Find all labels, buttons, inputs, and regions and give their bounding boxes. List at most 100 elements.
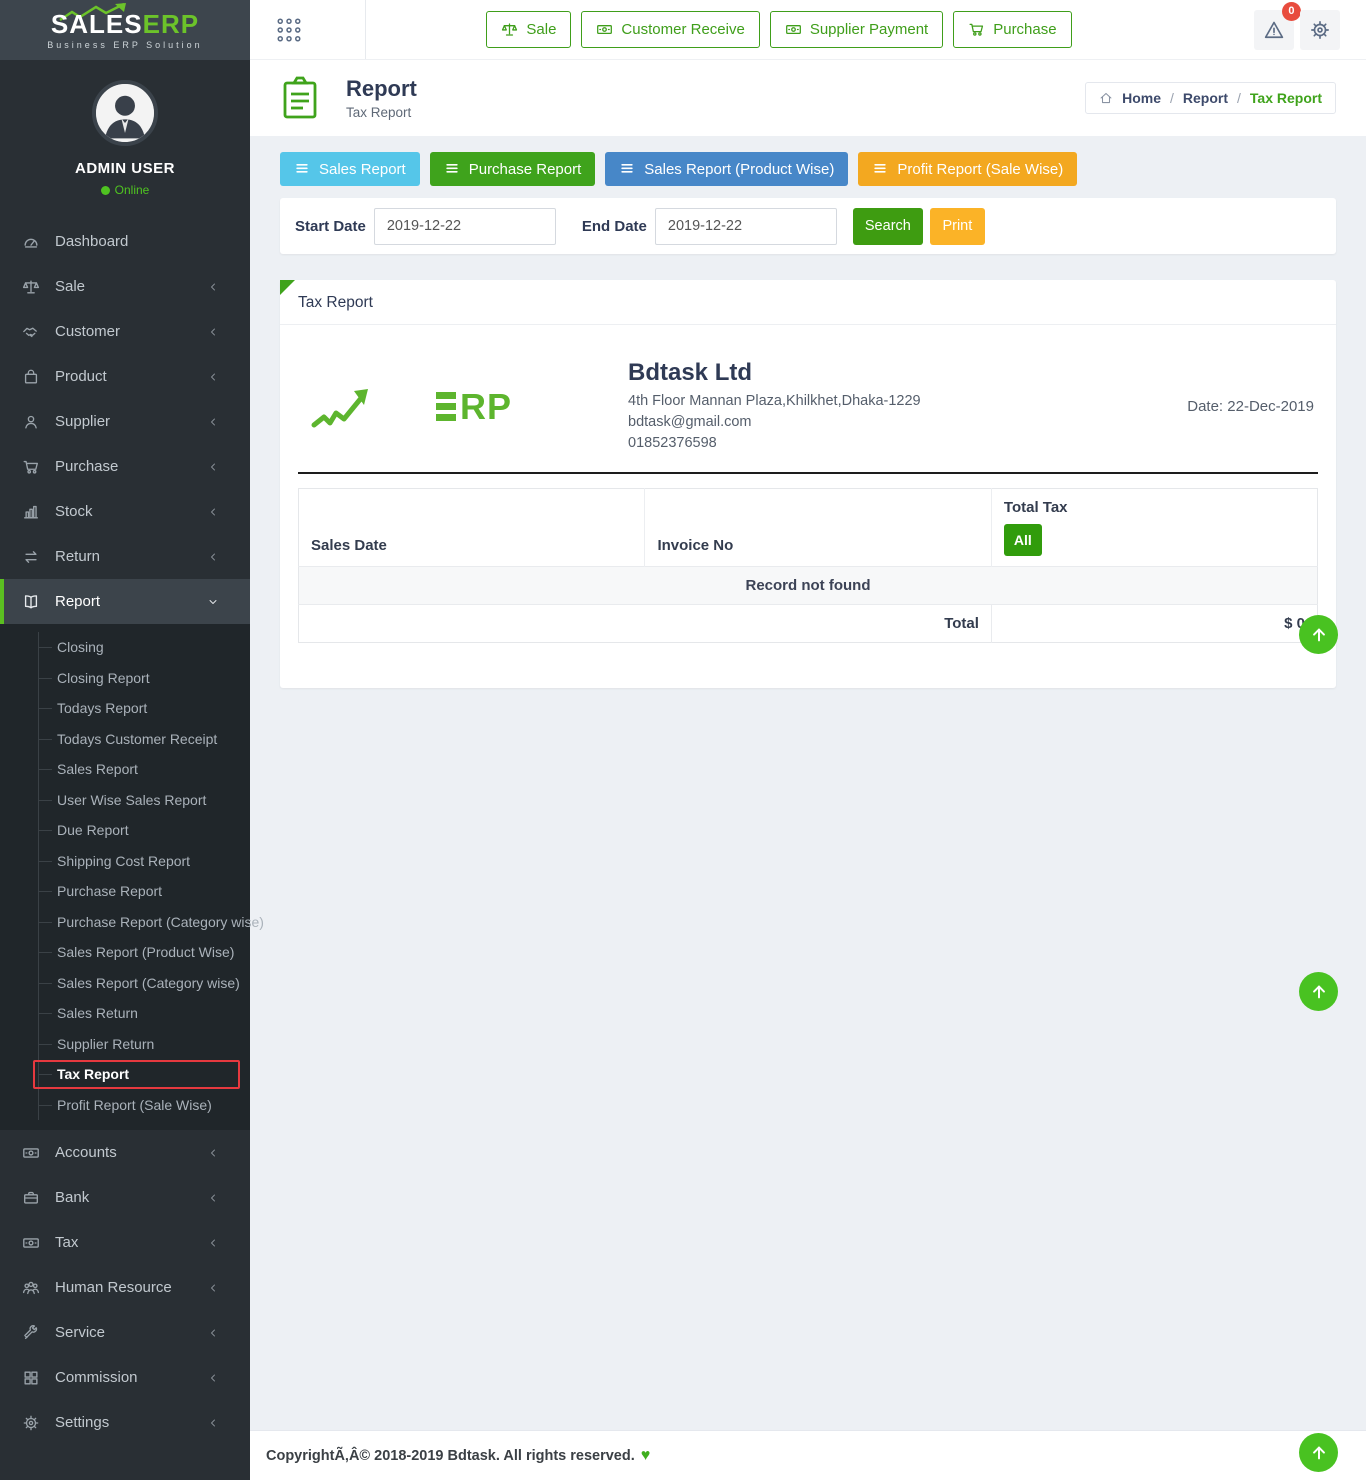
page-header: Report Tax Report Home / Report / Tax Report xyxy=(250,60,1366,136)
company-logo: RP xyxy=(298,381,628,433)
money-icon xyxy=(22,1144,40,1162)
chevron-left-icon xyxy=(207,1237,219,1249)
chevron-left-icon xyxy=(207,506,219,518)
sidebar-item-accounts[interactable]: Accounts xyxy=(0,1130,250,1175)
submenu-item-sales-report[interactable]: Sales Report xyxy=(39,754,250,785)
submenu-item-sales-report-category-wise[interactable]: Sales Report (Category wise) xyxy=(39,968,250,999)
tools-icon xyxy=(22,1324,40,1342)
chevron-left-icon xyxy=(207,461,219,473)
total-tax-all-button[interactable]: All xyxy=(1003,524,1042,557)
breadcrumb-tax-report[interactable]: Tax Report xyxy=(1249,90,1322,106)
submenu-item-profit-report-sale-wise[interactable]: Profit Report (Sale Wise) xyxy=(39,1090,250,1121)
panel-body: RP Bdtask Ltd 4th Floor Mannan Plaza,Khi… xyxy=(280,325,1336,644)
end-date-label: End Date xyxy=(581,217,647,235)
sidebar-item-settings[interactable]: Settings xyxy=(0,1400,250,1445)
submenu-item-closing[interactable]: Closing xyxy=(39,632,250,663)
scroll-top-button[interactable] xyxy=(1299,1433,1338,1472)
breadcrumb-home[interactable]: Home xyxy=(1122,90,1161,106)
sidebar-item-customer[interactable]: Customer xyxy=(0,309,250,354)
company-info: Bdtask Ltd 4th Floor Mannan Plaza,Khilkh… xyxy=(628,359,1098,454)
tab-sales-report[interactable]: Sales Report xyxy=(280,152,420,186)
avatar[interactable] xyxy=(92,80,158,146)
submenu-item-sales-report-product-wise[interactable]: Sales Report (Product Wise) xyxy=(39,937,250,968)
tab-sales-report-product-wise[interactable]: Sales Report (Product Wise) xyxy=(605,152,849,186)
breadcrumb: Home / Report / Tax Report xyxy=(1085,82,1336,114)
submenu-item-todays-customer-receipt[interactable]: Todays Customer Receipt xyxy=(39,724,250,755)
bag-icon xyxy=(22,368,40,386)
scale-icon xyxy=(501,21,518,38)
sidebar-item-human-resource[interactable]: Human Resource xyxy=(0,1265,250,1310)
topnav-supplier-payment-button[interactable]: Supplier Payment xyxy=(769,11,944,48)
report-date: Date: 22-Dec-2019 xyxy=(1187,398,1314,416)
submenu-item-purchase-report[interactable]: Purchase Report xyxy=(39,876,250,907)
user-status: Online xyxy=(0,183,250,197)
chevron-left-icon xyxy=(207,1372,219,1384)
start-date-input[interactable] xyxy=(373,207,556,245)
sidebar-item-return[interactable]: Return xyxy=(0,534,250,579)
apps-menu-button[interactable] xyxy=(274,15,304,45)
company-address: 4th Floor Mannan Plaza,Khilkhet,Dhaka-12… xyxy=(628,393,921,409)
sidebar-item-dashboard[interactable]: Dashboard xyxy=(0,219,250,264)
scale-icon xyxy=(22,278,40,296)
topnav-purchase-button[interactable]: Purchase xyxy=(953,11,1072,48)
topnav-customer-receive-button[interactable]: Customer Receive xyxy=(581,11,760,48)
sidebar-item-report[interactable]: Report xyxy=(0,579,250,624)
submenu-item-tax-report[interactable]: Tax Report xyxy=(33,1059,250,1090)
tax-report-panel: Tax Report RP Bdtask Ltd xyxy=(280,280,1336,689)
sidebar: SALESERP Business ERP Solution ADMIN USE… xyxy=(0,0,264,1480)
chevron-left-icon xyxy=(207,1147,219,1159)
logo-text: SALESERP xyxy=(50,8,200,39)
sidebar-item-product[interactable]: Product xyxy=(0,354,250,399)
user-profile: ADMIN USER Online xyxy=(0,60,250,219)
report-clipboard-icon xyxy=(280,75,320,121)
sidebar-item-tax[interactable]: Tax xyxy=(0,1220,250,1265)
company-email: bdtask@gmail.com xyxy=(628,414,752,431)
table-header-row: Sales Date Invoice No Total Tax All xyxy=(298,488,1318,567)
end-date-input[interactable] xyxy=(654,207,837,245)
submenu-item-sales-return[interactable]: Sales Return xyxy=(39,998,250,1029)
sidebar-item-sale[interactable]: Sale xyxy=(0,264,250,309)
chevron-left-icon xyxy=(207,281,219,293)
submenu-item-todays-report[interactable]: Todays Report xyxy=(39,693,250,724)
gear-icon xyxy=(22,1414,40,1432)
submenu-item-purchase-report-category-wise[interactable]: Purchase Report (Category wise) xyxy=(39,907,264,938)
scroll-top-button[interactable] xyxy=(1299,972,1338,1011)
book-icon xyxy=(22,593,40,611)
chevron-left-icon xyxy=(207,551,219,563)
report-submenu: Closing Closing Report Todays Report Todays… xyxy=(0,624,264,1130)
sidebar-item-service[interactable]: Service xyxy=(0,1310,250,1355)
settings-button[interactable] xyxy=(1299,9,1340,50)
arrow-up-icon xyxy=(1312,985,1325,998)
print-button[interactable]: Print xyxy=(929,207,985,245)
online-dot-icon xyxy=(100,186,110,196)
submenu-item-shipping-cost-report[interactable]: Shipping Cost Report xyxy=(39,846,250,877)
cart-icon xyxy=(22,458,40,476)
scroll-top-button[interactable] xyxy=(1299,615,1338,654)
app-logo[interactable]: SALESERP Business ERP Solution xyxy=(0,0,250,60)
breadcrumb-report[interactable]: Report xyxy=(1182,90,1229,106)
panel-title: Tax Report xyxy=(280,280,1336,325)
erp-logo: RP xyxy=(436,388,512,425)
sidebar-item-stock[interactable]: Stock xyxy=(0,489,250,534)
footer: CopyrightÃ‚Â© 2018-2019 Bdtask. All righ… xyxy=(250,1430,1366,1480)
submenu-item-user-wise-sales-report[interactable]: User Wise Sales Report xyxy=(39,785,250,816)
sidebar-menu: Dashboard Sale Customer Product Supplier Purc… xyxy=(0,219,264,1445)
col-invoice-no: Invoice No xyxy=(644,488,992,567)
search-button[interactable]: Search xyxy=(852,207,923,245)
tab-purchase-report[interactable]: Purchase Report xyxy=(429,152,596,186)
alerts-button[interactable]: 0 xyxy=(1253,1,1301,50)
sidebar-item-commission[interactable]: Commission xyxy=(0,1355,250,1400)
submenu-item-closing-report[interactable]: Closing Report xyxy=(39,663,250,694)
money-icon xyxy=(596,21,613,38)
heart-icon: ♥ xyxy=(640,1446,651,1464)
sidebar-item-purchase[interactable]: Purchase xyxy=(0,444,250,489)
sidebar-item-bank[interactable]: Bank xyxy=(0,1175,250,1220)
person-icon xyxy=(22,413,40,431)
tab-profit-report-sale-wise[interactable]: Profit Report (Sale Wise) xyxy=(858,152,1078,186)
topnav-sale-button[interactable]: Sale xyxy=(486,11,572,48)
submenu-item-supplier-return[interactable]: Supplier Return xyxy=(39,1029,250,1060)
total-row: Total $ 0 xyxy=(298,604,1318,643)
submenu-item-due-report[interactable]: Due Report xyxy=(39,815,250,846)
report-tabs: Sales Report Purchase Report Sales Report … xyxy=(280,152,1336,186)
sidebar-item-supplier[interactable]: Supplier xyxy=(0,399,250,444)
